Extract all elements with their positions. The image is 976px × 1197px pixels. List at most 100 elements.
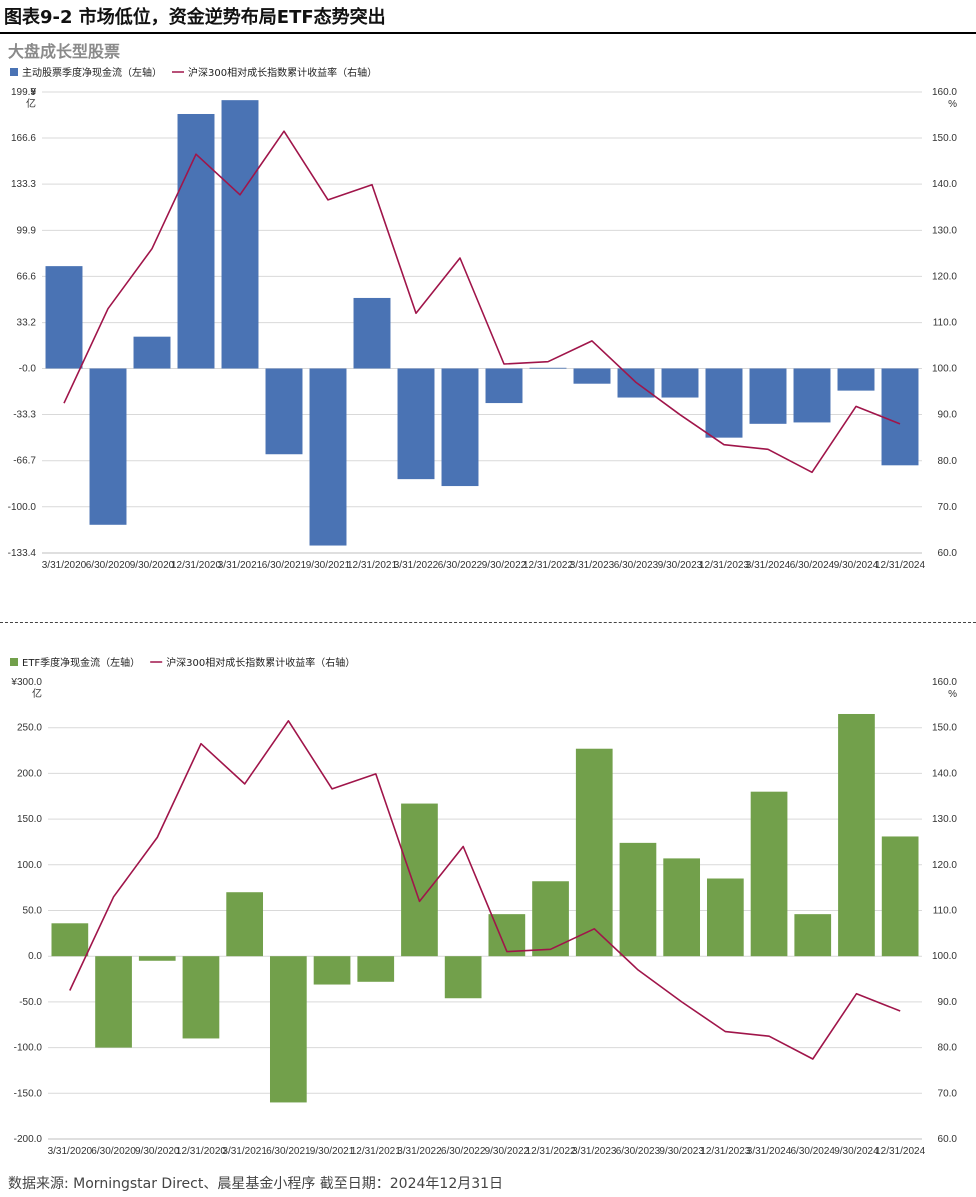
chart2-left-tick-label: 0.0 (28, 951, 42, 962)
chart-etf-flows: ETF季度净现金流（左轴） 沪深300相对成长指数累计收益率（右轴） 250.0 20… (10, 656, 958, 1157)
chart1-right-tick-label: 110.0 (933, 318, 958, 329)
chart2-right-tick-label: 120.0 (932, 860, 957, 871)
chart1-left-tick-label: 199.9 (11, 87, 36, 98)
chart2-bar (313, 956, 351, 985)
chart2-left-tick-label: 150.0 (17, 814, 42, 825)
chart2-left-tick-label: -200.0 (14, 1134, 43, 1145)
chart1-bar (749, 368, 787, 424)
chart2-x-tick-label: 9/30/2020 (135, 1146, 180, 1157)
chart2-x-tick-label: 6/30/2024 (791, 1146, 836, 1157)
chart2-left-tick-label: 100.0 (17, 860, 42, 871)
chart2-right-tick-label: 110.0 (933, 906, 958, 917)
chart1-left-tick-label: -33.3 (13, 410, 36, 421)
chart1-x-tick-label: 9/30/2020 (130, 560, 175, 571)
chart1-bar (353, 297, 391, 369)
chart-active-equity-flows: 主动股票季度净现金流（左轴） 沪深300相对成长指数累计收益率（右轴） 199.9 1… (8, 66, 958, 571)
chart1-x-tick-label: 3/31/2021 (218, 560, 263, 571)
chart2-x-tick-label: 9/30/2021 (310, 1146, 355, 1157)
chart1-right-tick-label: 70.0 (938, 502, 958, 513)
chart2-return-line (69, 720, 901, 1060)
chart2-right-tick-label: 140.0 (932, 768, 957, 779)
chart2-left-tick-label: 50.0 (23, 906, 43, 917)
chart2-x-tick-label: 3/31/2020 (48, 1146, 93, 1157)
chart1-right-tick-label: 60.0 (938, 548, 958, 559)
chart1-x-tick-label: 9/30/2023 (658, 560, 703, 571)
chart2-legend-bar-label: ETF季度净现金流（左轴） (22, 656, 140, 669)
chart1-x-tick-label: 12/31/2023 (699, 560, 749, 571)
chart2-bar (226, 892, 264, 957)
chart1-bar (89, 368, 127, 525)
chart2-right-tick-label: 60.0 (938, 1134, 958, 1145)
chart1-bar (837, 368, 875, 391)
chart1-bar (441, 368, 479, 487)
chart1-x-tick-label: 12/31/2024 (875, 560, 925, 571)
chart1-x-tick-label: 3/31/2023 (570, 560, 615, 571)
chart2-legend-bar-swatch (10, 658, 18, 666)
chart1-bar (705, 368, 743, 438)
chart2-bar (750, 791, 788, 957)
chart1-left-tick-label: -133.4 (8, 548, 37, 559)
figure-subtitle: 大盘成长型股票 (8, 42, 121, 61)
chart1-x-tick-label: 9/30/2022 (482, 560, 527, 571)
chart1-right-tick-label: 130.0 (932, 225, 957, 236)
chart2-right-tick-label: 100.0 (932, 951, 957, 962)
chart1-x-tick-label: 12/31/2020 (171, 560, 221, 571)
chart2-x-tick-label: 6/30/2022 (441, 1146, 486, 1157)
chart1-right-tick-label: 160.0 (932, 87, 957, 98)
chart1-left-tick-label: 166.6 (11, 133, 36, 144)
chart2-bar (619, 842, 657, 957)
chart2-bar (706, 878, 744, 957)
chart1-left-tick-label: -100.0 (8, 502, 37, 513)
chart1-legend-line-label: 沪深300相对成长指数累计收益率（右轴） (188, 66, 377, 79)
chart2-x-tick-label: 6/30/2020 (91, 1146, 136, 1157)
chart2-x-tick-label: 3/31/2022 (397, 1146, 442, 1157)
chart1-bar (177, 113, 215, 369)
chart2-right-tick-label: 160.0 (932, 677, 957, 688)
chart2-left-tick-label: -150.0 (14, 1088, 43, 1099)
chart2-bar (269, 956, 307, 1103)
chart2-x-tick-label: 9/30/2022 (485, 1146, 530, 1157)
chart1-left-unit: ¥ (29, 87, 36, 98)
chart1-right-tick-label: 120.0 (932, 271, 957, 282)
chart-separator (0, 622, 976, 623)
chart2-right-unit: % (948, 689, 957, 700)
chart1-left-tick-label: 133.3 (11, 179, 36, 190)
chart1-bar (133, 336, 171, 369)
chart1-bar (265, 368, 303, 455)
chart2-x-tick-label: 12/31/2020 (176, 1146, 226, 1157)
chart1-x-tick-label: 6/30/2020 (86, 560, 131, 571)
chart1-right-unit: % (948, 99, 957, 110)
chart1-left-tick-label: 66.6 (17, 271, 37, 282)
chart2-x-tick-label: 3/31/2023 (572, 1146, 617, 1157)
chart1-x-tick-label: 6/30/2024 (790, 560, 835, 571)
chart1-bar (881, 368, 919, 466)
chart1-left-tick-label: -66.7 (13, 456, 36, 467)
chart2-left-tick-label: 200.0 (17, 768, 42, 779)
chart1-x-tick-label: 9/30/2024 (834, 560, 879, 571)
chart1-x-tick-label: 3/31/2024 (746, 560, 791, 571)
chart1-right-tick-label: 140.0 (932, 179, 957, 190)
chart1-left-tick-label: -0.0 (19, 363, 37, 374)
chart1-x-tick-label: 3/31/2022 (394, 560, 439, 571)
chart2-right-tick-label: 150.0 (932, 723, 957, 734)
chart1-x-tick-label: 9/30/2021 (306, 560, 351, 571)
chart1-x-tick-label: 6/30/2023 (614, 560, 659, 571)
chart2-bar (444, 956, 482, 999)
chart2-right-tick-label: 70.0 (938, 1088, 958, 1099)
chart1-x-tick-label: 6/30/2021 (262, 560, 307, 571)
chart2-left-unit: ¥300.0 (10, 677, 42, 688)
chart2-bar (401, 803, 438, 957)
chart2-x-tick-label: 12/31/2024 (875, 1146, 925, 1157)
chart2-bar (881, 836, 919, 957)
chart2-x-tick-label: 12/31/2022 (526, 1146, 576, 1157)
chart1-bar (661, 368, 699, 398)
chart1-left-tick-label: 33.2 (17, 318, 37, 329)
chart1-right-tick-label: 150.0 (932, 133, 957, 144)
chart2-x-tick-label: 9/30/2023 (659, 1146, 704, 1157)
chart1-x-tick-label: 12/31/2021 (347, 560, 397, 571)
chart2-bar (532, 881, 569, 957)
chart2-left-unit-2: 亿 (32, 687, 42, 700)
figure-title: 图表9-2 市场低位，资金逆势布局ETF态势突出 (4, 7, 386, 28)
chart2-bar (357, 956, 395, 982)
chart2-bar (663, 858, 701, 957)
